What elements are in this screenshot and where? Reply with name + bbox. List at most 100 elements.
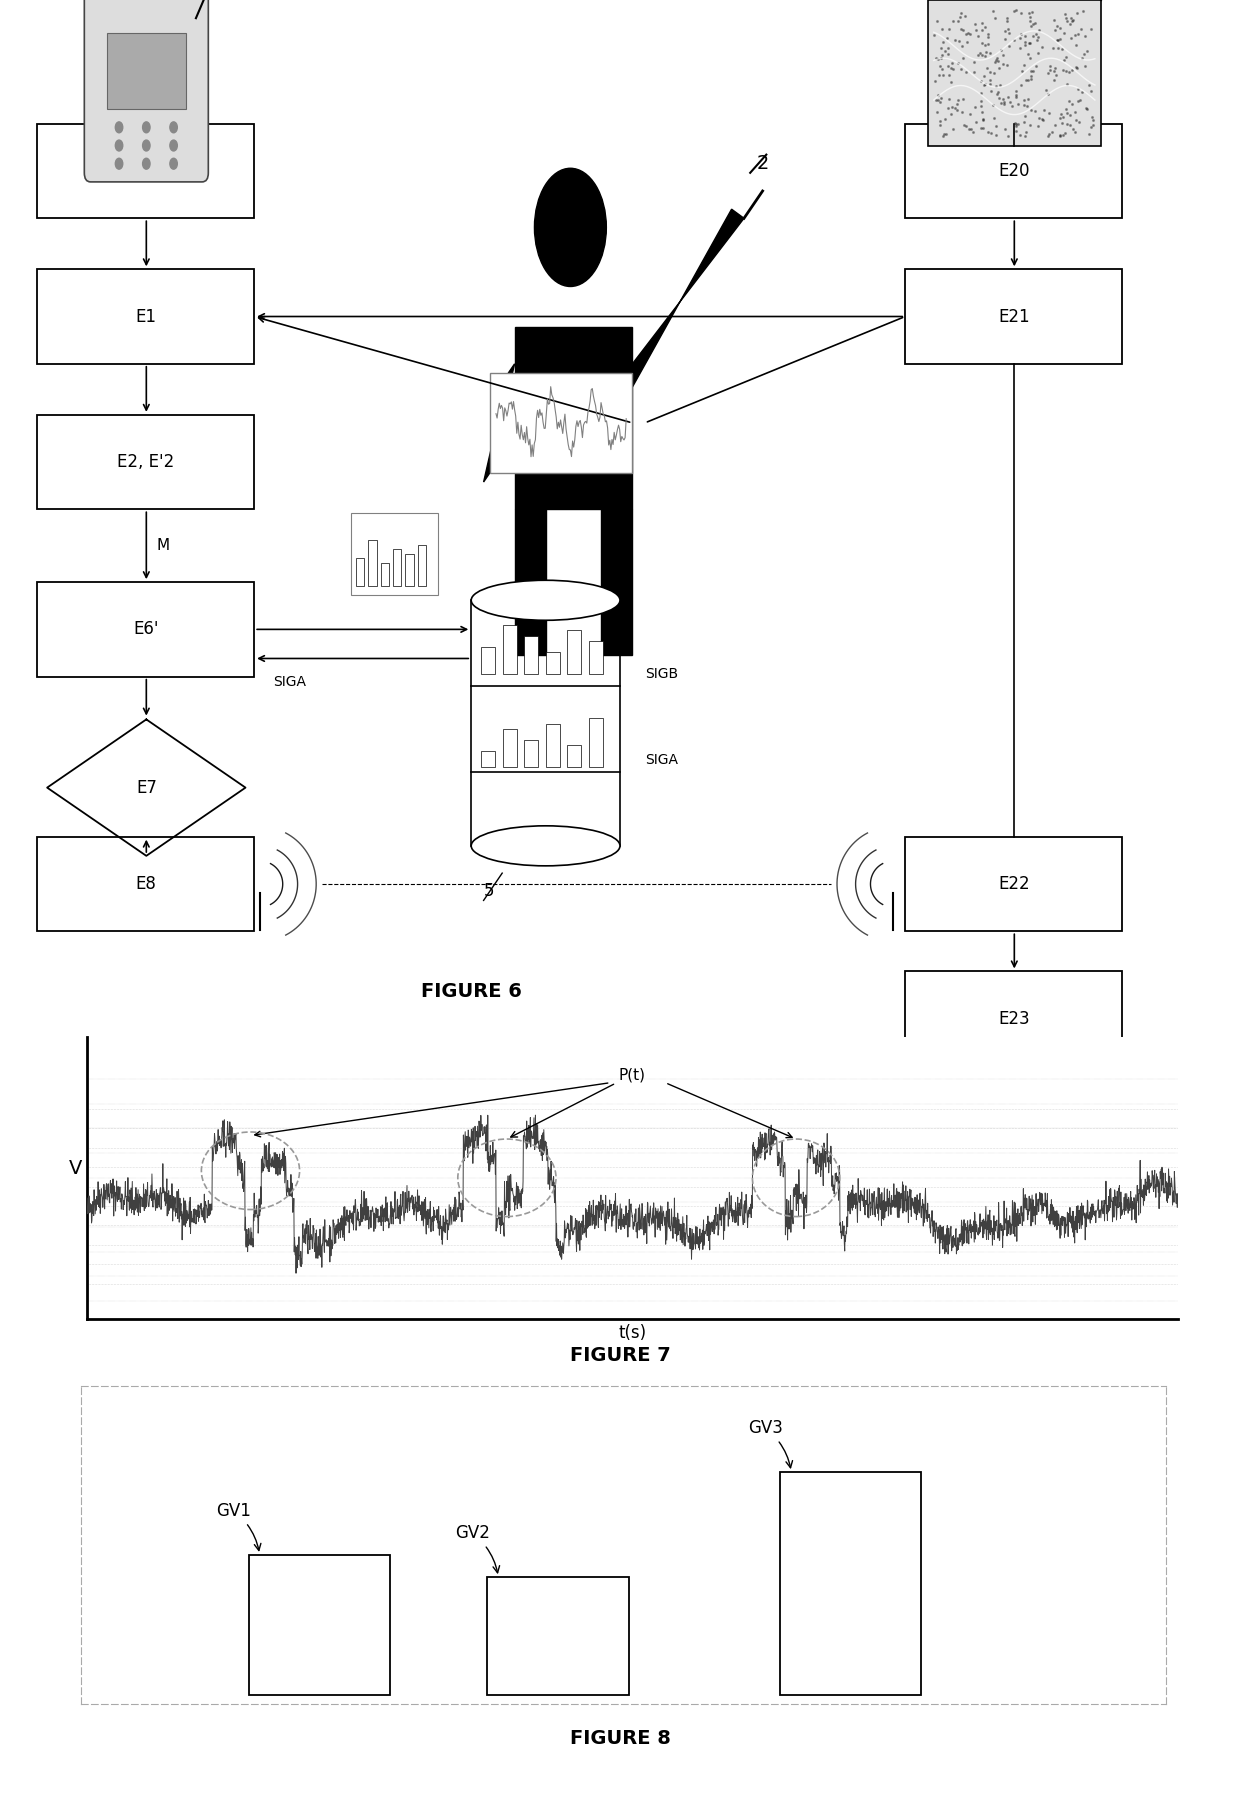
Bar [546,651,560,673]
Bar [481,646,496,673]
Point [1028,111,1048,140]
Text: 5: 5 [484,882,494,900]
Point [994,25,1014,55]
Point [1058,109,1078,138]
FancyBboxPatch shape [37,415,254,509]
Point [950,4,970,33]
FancyBboxPatch shape [905,269,1122,364]
Point [1021,65,1040,95]
Text: FIGURE 8: FIGURE 8 [569,1730,671,1748]
Point [1045,55,1065,84]
Point [1044,56,1064,85]
Point [1075,51,1095,80]
Point [994,16,1014,45]
Point [986,4,1006,33]
Point [1066,53,1086,82]
Point [978,22,998,51]
Point [930,107,950,136]
Ellipse shape [534,169,606,287]
FancyBboxPatch shape [351,513,438,595]
Point [1004,25,1024,55]
Circle shape [115,140,123,151]
FancyBboxPatch shape [37,269,254,364]
Point [987,44,1007,73]
Point [1044,35,1064,64]
Point [942,93,962,122]
Point [1014,22,1034,51]
Point [1021,56,1040,85]
Point [931,40,951,69]
Point [1007,76,1027,106]
Point [935,36,955,65]
Point [975,13,994,42]
FancyBboxPatch shape [37,837,254,931]
Point [1027,25,1047,55]
Point [1060,9,1080,38]
Point [1038,122,1058,151]
Point [1044,5,1064,35]
Point [1065,116,1085,146]
Point [1016,27,1035,56]
Point [1056,95,1076,124]
Point [1019,0,1039,27]
Point [1013,91,1033,120]
Point [1006,80,1025,109]
Point [970,38,990,67]
Point [1055,118,1075,147]
Point [1056,4,1076,33]
Point [986,45,1006,75]
Point [1083,106,1102,135]
Point [1056,5,1076,35]
Text: E7: E7 [136,779,156,797]
Point [952,15,972,44]
Y-axis label: V: V [69,1159,82,1179]
Point [1050,122,1070,151]
Point [1047,60,1066,89]
Point [985,47,1004,76]
Point [1061,24,1081,53]
Point [945,95,965,124]
Point [925,65,945,95]
Text: E20: E20 [998,162,1029,180]
Bar [368,540,377,586]
Point [1069,107,1089,136]
Point [1035,75,1055,104]
Bar [356,558,365,586]
FancyBboxPatch shape [37,124,254,218]
Point [1065,96,1085,126]
Point [1023,22,1043,51]
Point [994,87,1014,116]
Bar [393,549,402,586]
Point [1066,53,1086,82]
Point [941,67,961,96]
Text: E6': E6' [133,620,159,638]
Point [1014,122,1034,151]
Point [987,80,1007,109]
Point [988,53,1008,82]
Point [1028,38,1048,67]
Point [930,51,950,80]
Polygon shape [515,509,546,655]
Point [999,18,1019,47]
Point [981,118,1001,147]
Point [1053,102,1073,131]
Point [947,49,967,78]
Ellipse shape [471,580,620,620]
Point [973,106,993,135]
Point [971,78,991,107]
FancyBboxPatch shape [471,600,620,846]
Point [1011,33,1030,62]
Point [1027,51,1047,80]
Point [978,20,998,49]
Point [1045,111,1065,140]
Point [972,9,992,38]
Point [934,27,954,56]
Point [939,60,959,89]
Point [1019,29,1039,58]
Point [1021,29,1040,58]
Point [1002,91,1022,120]
Point [928,5,947,35]
Point [1074,40,1094,69]
Point [986,120,1006,149]
Point [1012,20,1032,49]
